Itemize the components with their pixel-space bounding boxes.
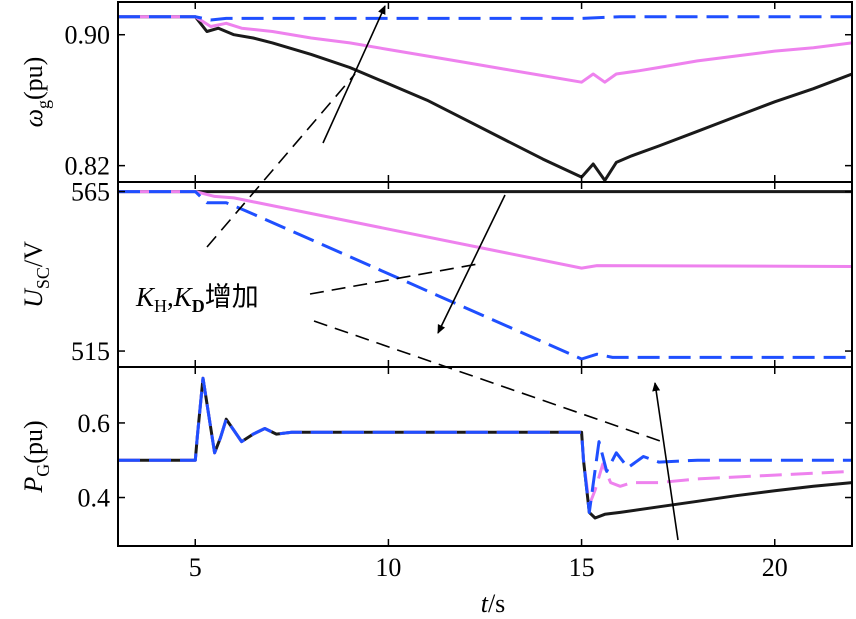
series-line-3: [118, 15, 852, 22]
series-line-3: [118, 190, 852, 361]
arrow-power: [652, 382, 679, 541]
series-group: [118, 15, 852, 182]
panel-2: 515 565 USC/V: [19, 178, 853, 368]
y-tick-label: 0.6: [78, 409, 111, 438]
annotation-text: KH,KD增加: [135, 282, 259, 316]
series-line-2: [118, 15, 852, 84]
x-tick-label: 10: [375, 553, 401, 582]
x-axis-label: t/s: [481, 589, 506, 618]
leader-2: [309, 263, 479, 295]
x-tick-label: 15: [569, 553, 595, 582]
y-axis-label: USC/V: [19, 241, 53, 308]
annotation-label: KH,KD增加: [130, 273, 306, 317]
plot-frame: [117, 1, 853, 183]
series-line-1: [118, 15, 852, 182]
y-axis-label: ωg(pu): [19, 57, 53, 128]
x-tick-label: 20: [762, 553, 788, 582]
series-group: [118, 376, 852, 520]
y-tick-label: 0.90: [65, 21, 111, 50]
arrow-voltage: [437, 194, 506, 334]
y-tick-label: 515: [71, 337, 110, 366]
panel-3: 5 10 15 20 0.4 0.6 PG(pu) t/s: [19, 366, 853, 618]
y-axis-label: PG(pu): [19, 420, 53, 493]
annotation-label-background: [130, 273, 306, 317]
y-tick-label: 0.4: [78, 484, 111, 513]
plot-frame: [117, 366, 853, 547]
leader-1: [206, 73, 356, 248]
series-line-2: [118, 376, 852, 507]
series-line-1: [118, 376, 852, 520]
series-group: [118, 190, 852, 361]
y-tick-label: 0.82: [65, 152, 111, 181]
y-tick-label: 565: [71, 178, 110, 207]
panel-1: 0.82 0.90 ωg(pu): [19, 1, 853, 183]
annotation-arrows: [206, 5, 679, 541]
leader-3: [313, 320, 664, 443]
series-line-3: [118, 376, 852, 514]
x-tick-label: 5: [189, 553, 202, 582]
